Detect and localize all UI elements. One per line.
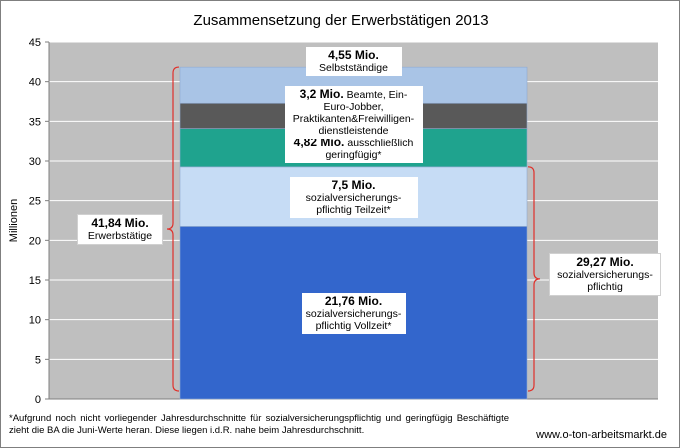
y-tick-label: 0 [35, 394, 41, 406]
segment-desc-label: sozialversicherungs- pflichtig Teilzeit* [305, 191, 402, 216]
segment-label-1: 21,76 Mio. sozialversicherungs- pflichtig… [301, 292, 406, 334]
y-tick-label: 35 [29, 116, 41, 128]
y-tick-label: 30 [29, 156, 41, 168]
annotation-desc-label: sozialversicherungs- pflichtig [557, 268, 653, 293]
segment-label-5: 4,55 Mio. Selbstständige [305, 47, 402, 77]
segment-value-label: 21,76 Mio. [324, 293, 383, 308]
footnote: *Aufgrund noch nicht vorliegender Jahres… [9, 413, 509, 436]
chart-title: Zusammensetzung der Erwerbstätigen 2013 [193, 12, 488, 29]
segment-desc-label: ausschließlich geringfügig* [325, 136, 414, 161]
bracket-left [166, 66, 180, 392]
annotation-value-label: 41,84 Mio. [91, 216, 149, 231]
annotation-right: 29,27 Mio. sozialversicherungs- pflichtig [549, 252, 661, 296]
brackets [166, 66, 541, 392]
annotation-value-label: 29,27 Mio. [576, 254, 634, 269]
source-credit: www.o-ton-arbeitsmarkt.de [536, 429, 667, 441]
segment-desc-label: Selbstständige [319, 62, 388, 75]
y-axis-label: Millionen [8, 199, 20, 242]
y-tick-label: 10 [29, 315, 41, 327]
bracket-right [527, 166, 541, 392]
y-tick-label: 25 [29, 196, 41, 208]
segment-desc-label: Beamte, Ein- Euro-Jobber, Praktikanten&F… [292, 88, 415, 137]
segment-desc-label: sozialversicherungs- pflichtig Vollzeit* [305, 307, 402, 332]
y-tick-label: 15 [29, 275, 41, 287]
annotation-desc-label: Erwerbstätige [87, 230, 153, 243]
y-tick-label: 40 [29, 77, 41, 89]
segment-value-label: 4,55 Mio. [328, 48, 379, 63]
y-tick-label: 5 [35, 354, 41, 366]
segment-value-label: 3,2 Mio. [299, 86, 344, 101]
segment-value-label: 7,5 Mio. [331, 177, 376, 192]
segment-label-4: 3,2 Mio. Beamte, Ein- Euro-Jobber, Prakti… [284, 85, 423, 139]
annotation-left: 41,84 Mio. Erwerbstätige [77, 214, 163, 246]
y-tick-label: 45 [29, 37, 41, 49]
y-tick-label: 20 [29, 235, 41, 247]
segment-label-2: 7,5 Mio. sozialversicherungs- pflichtig T… [289, 176, 418, 218]
